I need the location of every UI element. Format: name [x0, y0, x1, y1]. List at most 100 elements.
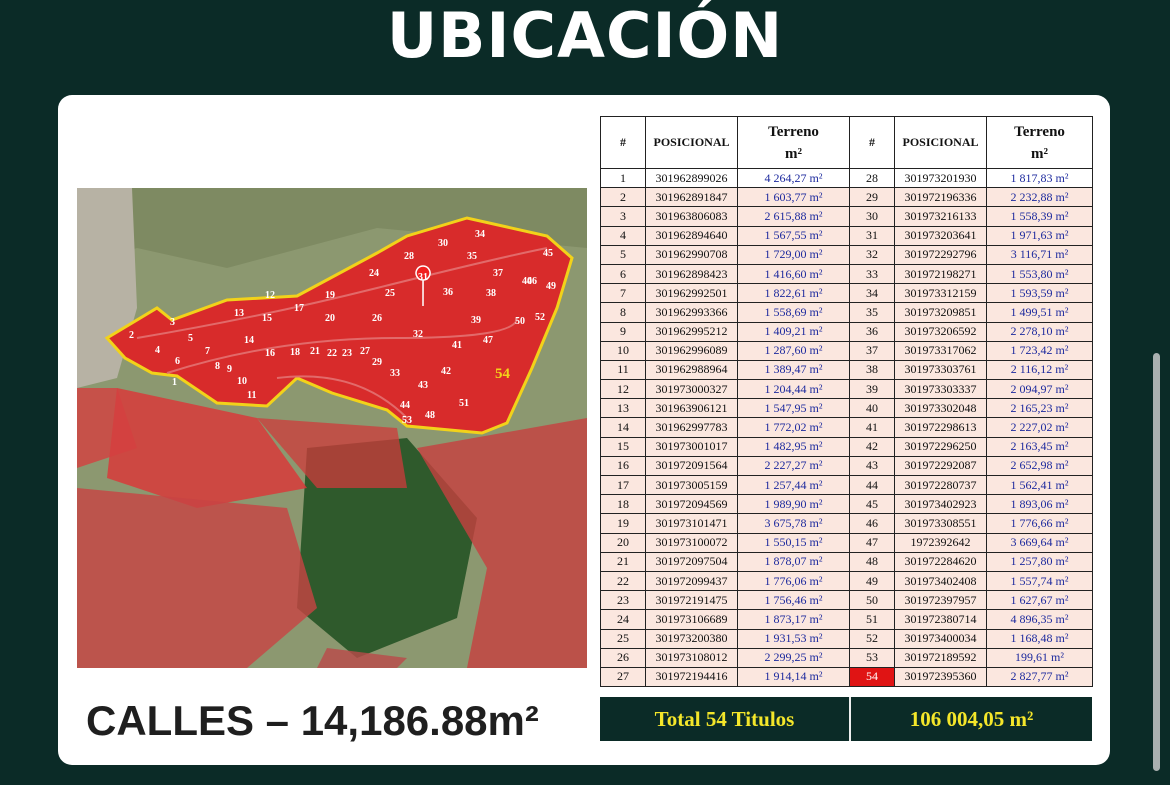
- table-header-row: # POSICIONAL Terreno m² # POSICIONAL Ter…: [600, 116, 1093, 169]
- lot-area: 1 547,95 m²: [737, 398, 850, 419]
- lot-number: 47: [849, 532, 895, 553]
- lot-area: 1 772,02 m²: [737, 417, 850, 438]
- lot-area: 1 873,17 m²: [737, 609, 850, 630]
- lot-posicional: 301972191475: [645, 590, 738, 611]
- table-row: 7 301962992501 1 822,61 m² 34 301973312159 1 …: [600, 283, 1093, 304]
- table-row: 14 301962997783 1 772,02 m² 41 301972298613 2…: [600, 417, 1093, 438]
- plot-number-label: 15: [262, 313, 272, 324]
- scrollbar[interactable]: [1153, 353, 1160, 771]
- table-row: 22 301972099437 1 776,06 m² 49 301973402408 1…: [600, 570, 1093, 592]
- lot-area: 2 232,88 m²: [986, 187, 1093, 208]
- lot-area: 1 557,74 m²: [986, 570, 1093, 592]
- lot-area: 2 278,10 m²: [986, 321, 1093, 342]
- lot-area: 1 550,15 m²: [737, 532, 850, 553]
- plot-number-label: 27: [360, 346, 370, 357]
- plot-number-label: 13: [234, 308, 244, 319]
- lot-area: 1 914,14 m²: [737, 666, 850, 688]
- lot-area: 2 165,23 m²: [986, 398, 1093, 419]
- lot-number: 31: [849, 225, 895, 246]
- lot-area: 1 756,46 m²: [737, 590, 850, 611]
- lot-area: 2 615,88 m²: [737, 206, 850, 227]
- plot-number-label: 29: [372, 357, 382, 368]
- terrain-hill: [77, 188, 587, 268]
- lot-posicional: 301962993366: [645, 302, 738, 323]
- forest-area: [297, 438, 477, 658]
- table-row: 4 301962894640 1 567,55 m² 31 301973203641 1 …: [600, 225, 1093, 246]
- plot-number-label: 43: [418, 380, 428, 391]
- lot-posicional: 301972397957: [894, 590, 987, 611]
- table-row: 18 301972094569 1 989,90 m² 45 301973402923 1…: [600, 494, 1093, 515]
- lot-number: 41: [849, 417, 895, 438]
- lot-area: 2 227,02 m²: [986, 417, 1093, 438]
- lot-posicional: 301972280737: [894, 474, 987, 496]
- table-row: 20 301973100072 1 550,15 m² 47 1972392642 3 6…: [600, 532, 1093, 553]
- parcel-block: [317, 648, 407, 668]
- plot-number-label: 32: [413, 329, 423, 340]
- plot-number-label: 49: [546, 281, 556, 292]
- lot-area: 1 558,69 m²: [737, 302, 850, 323]
- lot-posicional: 301973106689: [645, 609, 738, 630]
- lot-area: 1 878,07 m²: [737, 551, 850, 572]
- plot-number-label: 6: [175, 356, 180, 367]
- lot-number: 24: [600, 609, 646, 630]
- lot-number: 13: [600, 398, 646, 419]
- lot-area: 3 675,78 m²: [737, 513, 850, 534]
- lot-posicional: 301972292087: [894, 455, 987, 477]
- lot-number: 19: [600, 513, 646, 534]
- lot-number: 1: [600, 167, 646, 189]
- table-row: 26 301973108012 2 299,25 m² 53 301972189592 1…: [600, 647, 1093, 668]
- lot-area: 2 299,25 m²: [737, 647, 850, 668]
- lot-posicional: 301973308551: [894, 513, 987, 534]
- table-row: 9 301962995212 1 409,21 m² 36 301973206592 2 …: [600, 321, 1093, 342]
- lot-posicional: 301973200380: [645, 628, 738, 649]
- lot-posicional: 301973312159: [894, 283, 987, 304]
- header-terreno: Terreno m²: [986, 116, 1093, 169]
- lot-area: 1 776,06 m²: [737, 570, 850, 592]
- lot-posicional: 301972194416: [645, 666, 738, 688]
- parcel-block: [77, 488, 317, 668]
- table-row: 27 301972194416 1 914,14 m² 54 301972395360 2…: [600, 666, 1093, 688]
- lot-number: 39: [849, 379, 895, 400]
- lot-number: 20: [600, 532, 646, 553]
- lot-posicional: 301963906121: [645, 398, 738, 419]
- plot-number-label: 7: [205, 346, 210, 357]
- header-number: #: [849, 116, 895, 169]
- lot-posicional: 301973302048: [894, 398, 987, 419]
- lot-area: 1 389,47 m²: [737, 359, 850, 381]
- lot-area: 1 931,53 m²: [737, 628, 850, 649]
- lot-number: 42: [849, 436, 895, 457]
- table-row: 16 301972091564 2 227,27 m² 43 301972292087 2…: [600, 455, 1093, 477]
- lot-number: 36: [849, 321, 895, 342]
- plot-number-label: 40: [522, 276, 532, 287]
- lot-area: 2 227,27 m²: [737, 455, 850, 477]
- lot-posicional: 301962899026: [645, 167, 738, 189]
- lot-number: 10: [600, 340, 646, 361]
- lot-area: 1 817,83 m²: [986, 167, 1093, 189]
- lot-area: 1 204,44 m²: [737, 379, 850, 400]
- lot-posicional: 301973100072: [645, 532, 738, 553]
- table-row: 5 301962990708 1 729,00 m² 32 301972292796 3 …: [600, 244, 1093, 265]
- plot-number-label: 10: [237, 376, 247, 387]
- plot-number-label: 4: [155, 345, 160, 356]
- lot-posicional: 301973216133: [894, 206, 987, 227]
- plot-number-label: 37: [493, 268, 503, 279]
- header-terreno-unit: m²: [1031, 145, 1048, 162]
- lot-area: 3 669,64 m²: [986, 532, 1093, 553]
- lot-posicional: 301972292796: [894, 244, 987, 265]
- lot-number: 50: [849, 590, 895, 611]
- table-row: 8 301962993366 1 558,69 m² 35 301973209851 1 …: [600, 302, 1093, 323]
- plot-number-label: 18: [290, 347, 300, 358]
- table-row: 6 301962898423 1 416,60 m² 33 301972198271 1 …: [600, 263, 1093, 285]
- total-area: 106 004,05 m²: [909, 706, 1034, 731]
- plot-number-label: 8: [215, 361, 220, 372]
- total-titles: Total 54 Titulos: [600, 697, 851, 741]
- plot-number-label: 33: [390, 368, 400, 379]
- location-pin-icon: [415, 265, 431, 307]
- plot-number-label: 51: [459, 398, 469, 409]
- calles-area-label: CALLES – 14,186.88m²: [86, 697, 539, 744]
- lot-posicional: 301973108012: [645, 647, 738, 668]
- lot-number: 15: [600, 436, 646, 457]
- lot-area: 1 567,55 m²: [737, 225, 850, 246]
- lot-number: 14: [600, 417, 646, 438]
